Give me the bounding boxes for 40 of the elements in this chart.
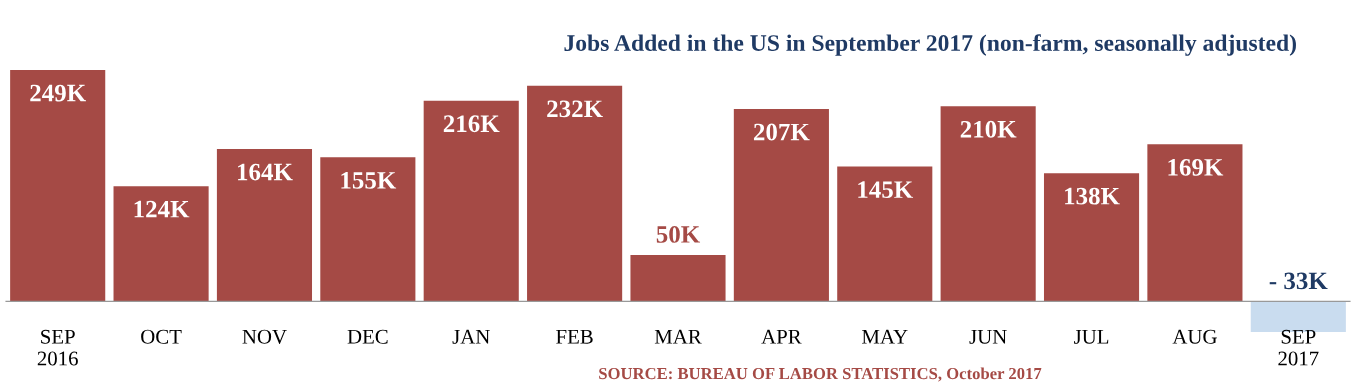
x-tick-label: MAY bbox=[862, 329, 908, 344]
bar bbox=[113, 186, 209, 302]
bar bbox=[216, 148, 313, 302]
bar bbox=[733, 109, 829, 302]
x-tick-label: SEP 2017 bbox=[1278, 329, 1319, 366]
chart-title: Jobs Added in the US in September 2017 (non-farm, seasonally adjusted) bbox=[564, 34, 1296, 56]
x-tick-label: JAN bbox=[452, 329, 490, 344]
bar bbox=[940, 106, 1036, 302]
data-label: 207K bbox=[753, 123, 810, 141]
data-label: 145K bbox=[858, 181, 914, 199]
data-label: 124K bbox=[134, 200, 190, 218]
data-label: 164K bbox=[237, 163, 293, 181]
x-tick-label: OCT bbox=[141, 329, 182, 344]
data-label: 210K bbox=[960, 120, 1017, 138]
x-tick-label: FEB bbox=[556, 329, 593, 344]
data-label: - 33K bbox=[1269, 272, 1328, 290]
bar bbox=[1147, 144, 1243, 302]
x-tick-label: JUN bbox=[969, 329, 1007, 344]
data-label: 155K bbox=[341, 172, 397, 189]
x-tick-label: SEP 2016 bbox=[37, 329, 78, 366]
data-label: 169K bbox=[1168, 159, 1224, 176]
bar bbox=[837, 166, 933, 302]
bar bbox=[320, 157, 416, 302]
x-tick-label: AUG bbox=[1172, 329, 1217, 344]
bar bbox=[423, 100, 519, 302]
x-tick-label: JUL bbox=[1074, 329, 1109, 344]
data-label: 50K bbox=[656, 226, 701, 243]
x-tick-label: MAR bbox=[654, 329, 702, 344]
x-tick-label: DEC bbox=[347, 329, 388, 344]
data-label: 216K bbox=[443, 115, 500, 133]
data-label: 232K bbox=[547, 100, 603, 118]
bar bbox=[527, 85, 623, 302]
data-label: 249K bbox=[30, 84, 86, 102]
source-note: SOURCE: BUREAU OF LABOR STATISTICS, October 2017 bbox=[599, 367, 1042, 382]
bar bbox=[10, 70, 106, 302]
bar bbox=[1043, 173, 1140, 302]
data-label: 138K bbox=[1065, 187, 1120, 205]
x-tick-label: NOV bbox=[242, 329, 287, 344]
x-tick-label: APR bbox=[761, 329, 802, 344]
bar bbox=[630, 254, 726, 302]
